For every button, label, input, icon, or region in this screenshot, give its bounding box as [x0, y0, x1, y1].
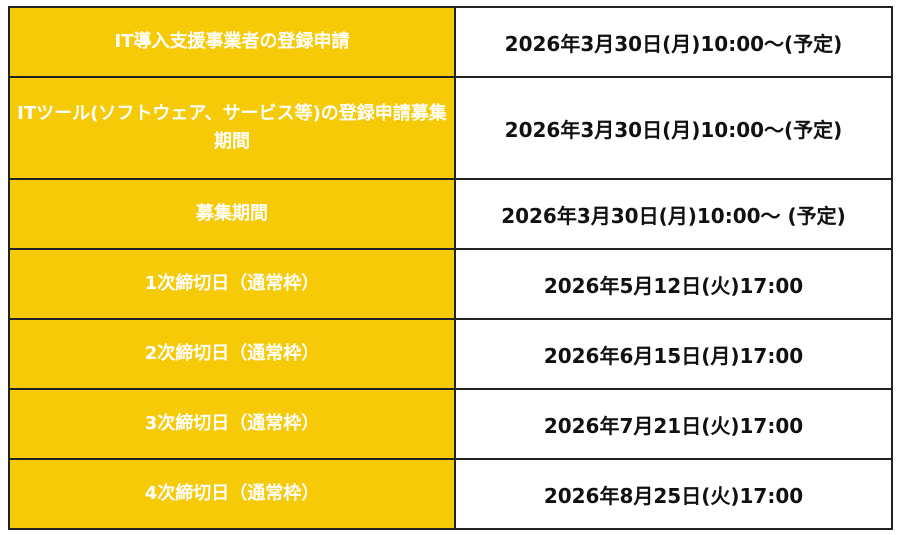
row-label: ITツール(ソフトウェア、サービス等)の登録申請募集期間: [8, 76, 456, 180]
table-row: ITツール(ソフトウェア、サービス等)の登録申請募集期間 2026年3月30日(…: [8, 76, 893, 180]
row-value: 2026年5月12日(火)17:00: [454, 248, 893, 320]
row-value: 2026年6月15日(月)17:00: [454, 318, 893, 390]
row-value: 2026年3月30日(月)10:00〜 (予定): [454, 178, 893, 250]
table-row: 募集期間 2026年3月30日(月)10:00〜 (予定): [8, 178, 893, 250]
row-label: 3次締切日（通常枠）: [8, 388, 456, 460]
table-row: IT導入支援事業者の登録申請 2026年3月30日(月)10:00〜(予定): [8, 6, 893, 78]
schedule-table: IT導入支援事業者の登録申請 2026年3月30日(月)10:00〜(予定) I…: [8, 6, 893, 530]
row-value: 2026年7月21日(火)17:00: [454, 388, 893, 460]
row-label: 4次締切日（通常枠）: [8, 458, 456, 530]
row-value: 2026年3月30日(月)10:00〜(予定): [454, 6, 893, 78]
row-label: 2次締切日（通常枠）: [8, 318, 456, 390]
row-label: 募集期間: [8, 178, 456, 250]
row-label: 1次締切日（通常枠）: [8, 248, 456, 320]
table-row: 1次締切日（通常枠） 2026年5月12日(火)17:00: [8, 248, 893, 320]
row-value: 2026年3月30日(月)10:00〜(予定): [454, 76, 893, 180]
table-row: 2次締切日（通常枠） 2026年6月15日(月)17:00: [8, 318, 893, 390]
table-row: 3次締切日（通常枠） 2026年7月21日(火)17:00: [8, 388, 893, 460]
row-label: IT導入支援事業者の登録申請: [8, 6, 456, 78]
table-row: 4次締切日（通常枠） 2026年8月25日(火)17:00: [8, 458, 893, 530]
row-value: 2026年8月25日(火)17:00: [454, 458, 893, 530]
